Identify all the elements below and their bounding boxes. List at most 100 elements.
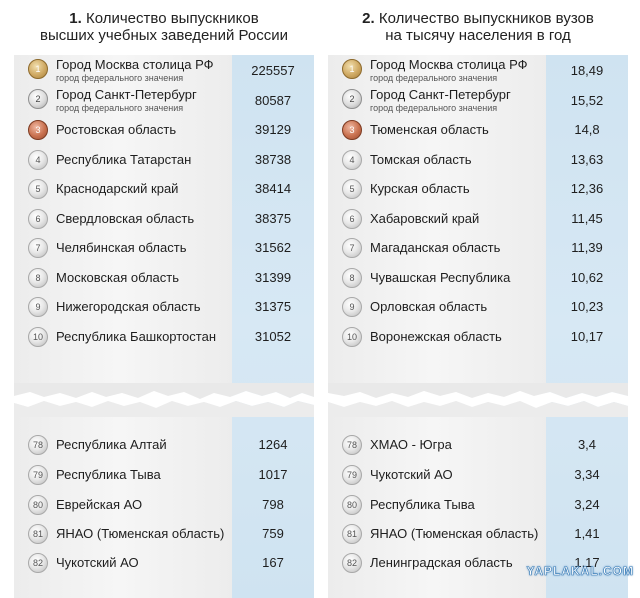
region-value: 39129 <box>254 122 292 137</box>
region-value: 38738 <box>254 152 292 167</box>
region-value: 10,23 <box>570 299 604 314</box>
table-row: 1 Город Москва столица РФ город федерально… <box>328 55 628 83</box>
left-table-card: 1 Город Москва столица РФ город федерально… <box>14 55 314 598</box>
right-heading-number: 2. <box>362 10 375 27</box>
region-value: 1,41 <box>574 526 600 541</box>
region-value: 1017 <box>258 467 288 482</box>
torn-paper-divider <box>328 383 628 417</box>
right-table-panel: 2. Количество выпускников вузов на тысяч… <box>328 0 628 598</box>
rank-badge: 79 <box>28 465 48 485</box>
rank-badge: 2 <box>28 89 48 109</box>
region-name: ХМАО - Югра <box>370 437 452 452</box>
table-row: 5 Курская область 12,36 <box>328 175 628 203</box>
table-row: 8 Московская область 31399 <box>14 264 314 292</box>
region-value: 167 <box>262 555 284 570</box>
table-row: 9 Орловская область 10,23 <box>328 293 628 321</box>
table-row: 78 ХМАО - Югра 3,4 <box>328 431 628 459</box>
rank-badge: 8 <box>342 268 362 288</box>
region-value: 11,39 <box>571 240 603 255</box>
region-value: 798 <box>262 497 284 512</box>
table-row: 3 Тюменская область 14,8 <box>328 116 628 144</box>
rank-badge: 78 <box>342 435 362 455</box>
region-name: Город Санкт-Петербург <box>370 87 511 102</box>
table-row: 80 Еврейская АО 798 <box>14 491 314 519</box>
region-name: Хабаровский край <box>370 211 480 226</box>
region-name: Магаданская область <box>370 240 501 255</box>
region-name: Тюменская область <box>370 122 489 137</box>
region-name: Город Москва столица РФ <box>370 57 528 72</box>
region-value: 225557 <box>251 63 295 78</box>
rank-badge: 1 <box>28 59 48 79</box>
region-name: Томская область <box>370 152 472 167</box>
region-value: 31562 <box>254 240 292 255</box>
table-row: 10 Республика Башкортостан 31052 <box>14 323 314 351</box>
region-value: 31375 <box>254 299 292 314</box>
table-row: 7 Магаданская область 11,39 <box>328 234 628 262</box>
region-name: Республика Татарстан <box>56 152 192 167</box>
region-name: Челябинская область <box>56 240 187 255</box>
region-value: 759 <box>262 526 284 541</box>
region-name: Московская область <box>56 270 180 285</box>
rank-badge: 5 <box>342 179 362 199</box>
rank-badge: 82 <box>342 553 362 573</box>
region-value: 18,49 <box>570 63 604 78</box>
rank-badge: 10 <box>28 327 48 347</box>
region-value: 10,62 <box>570 270 604 285</box>
region-value: 38375 <box>254 211 292 226</box>
rank-badge: 81 <box>342 524 362 544</box>
region-value: 14,8 <box>574 122 600 137</box>
rank-badge: 6 <box>342 209 362 229</box>
right-value-column <box>546 55 628 598</box>
region-value: 38414 <box>254 181 292 196</box>
region-subtitle: город федерального значения <box>370 73 498 83</box>
rank-badge: 4 <box>28 150 48 170</box>
region-value: 31052 <box>254 329 292 344</box>
right-table-heading: 2. Количество выпускников вузов на тысяч… <box>328 10 628 44</box>
rank-badge: 8 <box>28 268 48 288</box>
region-name: Ростовская область <box>56 122 177 137</box>
table-row: 79 Чукотский АО 3,34 <box>328 461 628 489</box>
region-value: 3,24 <box>574 497 600 512</box>
region-name: Краснодарский край <box>56 181 179 196</box>
left-heading-number: 1. <box>69 10 82 27</box>
region-subtitle: город федерального значения <box>56 73 184 83</box>
region-subtitle: город федерального значения <box>56 103 184 113</box>
region-value: 3,34 <box>574 467 600 482</box>
table-row: 7 Челябинская область 31562 <box>14 234 314 262</box>
table-row: 9 Нижегородская область 31375 <box>14 293 314 321</box>
region-name: Свердловская область <box>56 211 195 226</box>
rank-badge: 2 <box>342 89 362 109</box>
table-row: 82 Чукотский АО 167 <box>14 549 314 577</box>
rank-badge: 10 <box>342 327 362 347</box>
rank-badge: 78 <box>28 435 48 455</box>
region-value: 11,45 <box>571 211 603 226</box>
rank-badge: 82 <box>28 553 48 573</box>
rank-badge: 7 <box>28 238 48 258</box>
table-row: 4 Республика Татарстан 38738 <box>14 146 314 174</box>
region-name: Республика Башкортостан <box>56 329 216 344</box>
rank-badge: 79 <box>342 465 362 485</box>
region-name: Республика Алтай <box>56 437 167 452</box>
right-table-card: 1 Город Москва столица РФ город федерально… <box>328 55 628 598</box>
region-value: 31399 <box>254 270 292 285</box>
region-name: Чукотский АО <box>370 467 453 482</box>
rank-badge: 80 <box>28 495 48 515</box>
right-heading-line1: Количество выпускников вузов <box>378 10 594 27</box>
region-name: Республика Тыва <box>370 497 475 512</box>
table-row: 82 Ленинградская область 1,17 <box>328 549 628 577</box>
table-row: 81 ЯНАО (Тюменская область) 759 <box>14 520 314 548</box>
region-name: Воронежская область <box>370 329 502 344</box>
region-subtitle: город федерального значения <box>370 103 498 113</box>
rank-badge: 3 <box>342 120 362 140</box>
region-name: Город Санкт-Петербург <box>56 87 197 102</box>
left-table-panel: 1. Количество выпускников высших учебных… <box>14 0 314 598</box>
region-name: ЯНАО (Тюменская область) <box>56 526 225 541</box>
rank-badge: 9 <box>28 297 48 317</box>
rank-badge: 9 <box>342 297 362 317</box>
region-name: Город Москва столица РФ <box>56 57 214 72</box>
table-row: 78 Республика Алтай 1264 <box>14 431 314 459</box>
table-row: 6 Свердловская область 38375 <box>14 205 314 233</box>
region-name: Чувашская Республика <box>370 270 511 285</box>
rank-badge: 6 <box>28 209 48 229</box>
region-name: Ленинградская область <box>370 555 513 570</box>
